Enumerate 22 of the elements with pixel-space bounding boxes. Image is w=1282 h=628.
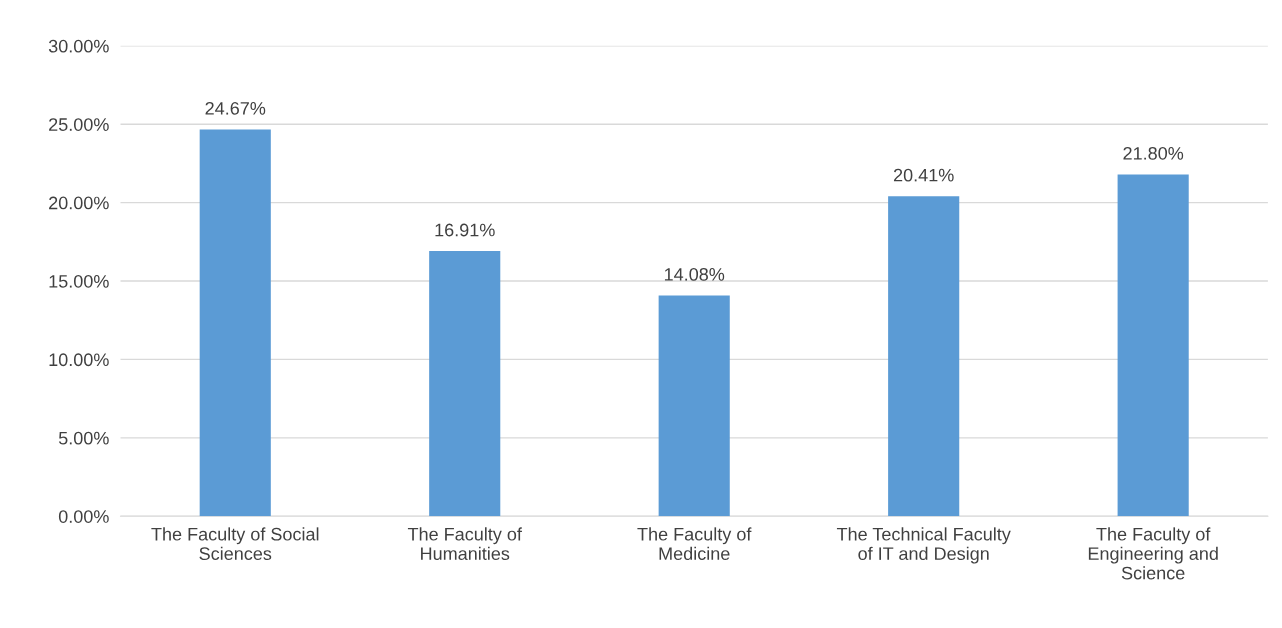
y-tick-label: 20.00% <box>49 196 109 210</box>
y-tick-label: 10.00% <box>49 353 109 367</box>
y-tick-label: 25.00% <box>49 118 109 131</box>
y-tick-label: 0.00% <box>58 510 109 523</box>
data-label: 16.91% <box>435 223 495 237</box>
data-label: 21.80% <box>1123 146 1184 160</box>
data-label: 24.67% <box>205 101 266 115</box>
data-label: 20.41% <box>893 168 954 182</box>
x-tick-label: The Faculty of Social Sciences <box>151 527 319 561</box>
bar <box>888 196 960 517</box>
x-tick-label: The Technical Faculty of IT and Design <box>836 527 1011 564</box>
data-label: 14.08% <box>664 267 725 281</box>
bar <box>429 251 501 517</box>
bar <box>199 129 271 517</box>
x-tick-label: The Faculty of Engineering and Science <box>1088 527 1218 580</box>
x-tick-label: The Faculty of Medicine <box>637 527 752 561</box>
x-tick-label: The Faculty of Humanities <box>407 527 522 561</box>
y-tick-label: 30.00% <box>48 39 109 53</box>
y-tick-label: 15.00% <box>49 274 109 288</box>
bar <box>1117 174 1189 517</box>
bar <box>658 295 730 517</box>
y-tick-label: 5.00% <box>58 431 109 445</box>
